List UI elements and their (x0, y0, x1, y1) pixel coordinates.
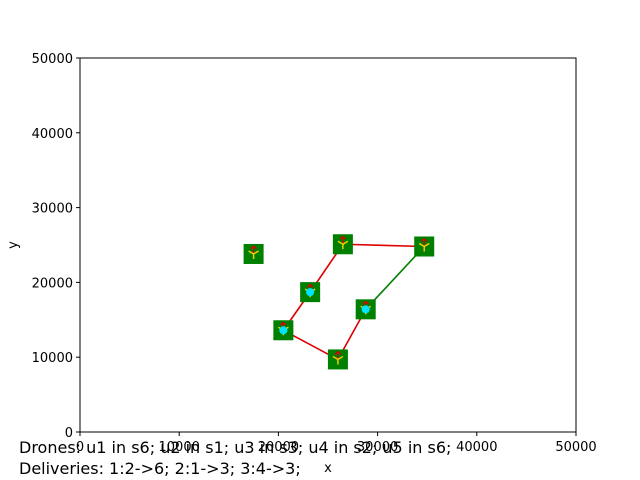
station-flag-icon (420, 238, 428, 246)
drone-marker (361, 305, 370, 314)
station-node-icon (248, 250, 259, 259)
x-axis: 0 10000 20000 30000 40000 50000 (76, 432, 597, 455)
station-node-icon (337, 240, 349, 250)
drones-layer (279, 288, 370, 335)
station-flag-icon (334, 351, 342, 359)
drone-marker (279, 326, 288, 335)
x-tick-label: 40000 (456, 440, 497, 455)
axes-frame (79, 57, 577, 433)
route-line (282, 308, 367, 361)
y-tick-label: 40000 (32, 127, 73, 142)
y-axis-label: y (6, 241, 21, 249)
drone-marker (306, 288, 315, 297)
stations-layer (243, 234, 435, 370)
x-tick-label: 10000 (159, 440, 200, 455)
route-line (365, 245, 425, 310)
x-tick-label: 50000 (555, 440, 596, 455)
drones-status-text: Drones: u1 in s6; u2 in s1; u3 in s3; u4… (19, 438, 452, 457)
x-tick-label: 30000 (357, 440, 398, 455)
y-axis: 0 10000 20000 30000 40000 50000 (32, 52, 80, 441)
y-tick-label: 20000 (32, 276, 73, 291)
x-axis-label: x (324, 461, 332, 476)
station-node-icon (418, 242, 430, 252)
route-line (282, 243, 425, 331)
x-tick-label: 20000 (258, 440, 299, 455)
y-tick-label: 10000 (32, 351, 73, 366)
station-node-icon (332, 355, 344, 365)
station-flag-icon (339, 235, 347, 244)
station-flag-icon (250, 245, 258, 253)
x-tick-label: 0 (76, 440, 84, 455)
y-tick-label: 50000 (32, 52, 73, 67)
deliveries-status-text: Deliveries: 1:2->6; 2:1->3; 3:4->3; (19, 459, 301, 478)
y-tick-label: 0 (65, 426, 73, 441)
y-tick-label: 30000 (32, 202, 73, 217)
